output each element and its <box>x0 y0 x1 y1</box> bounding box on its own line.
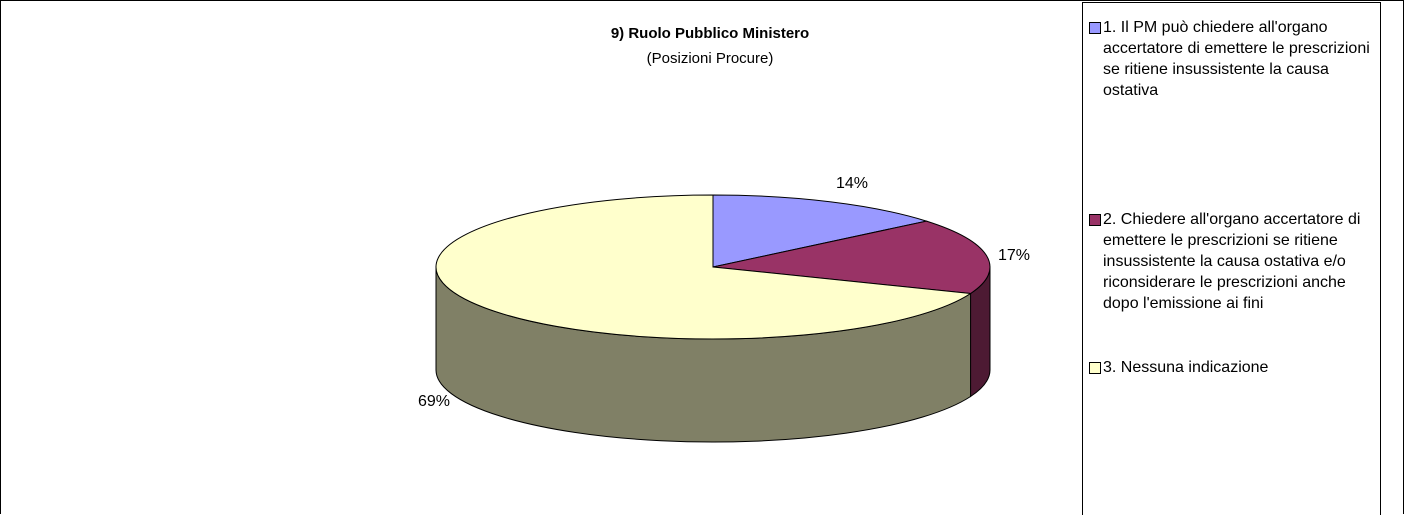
pie-slice-1 <box>712 194 929 268</box>
legend-swatch-2 <box>1089 214 1101 226</box>
legend-label-2: 2. Chiedere all'organo accertatore di em… <box>1103 211 1361 312</box>
legend-item-3: 3. Nessuna indicazione <box>1088 357 1378 378</box>
data-label-slice-2: 17% <box>998 247 1031 264</box>
legend-swatch-3 <box>1089 362 1101 374</box>
pie-slice-3 <box>435 194 973 340</box>
legend-item-1: 1. Il PM può chiedere all'organo accerta… <box>1088 17 1378 101</box>
legend-label-3: 3. Nessuna indicazione <box>1103 359 1269 376</box>
pie-sides <box>435 266 991 443</box>
data-label-slice-3: 69% <box>418 393 451 410</box>
legend-swatch-1 <box>1089 22 1101 34</box>
pie-tops <box>435 194 991 340</box>
chart-title: 9) Ruolo Pubblico Ministero <box>610 25 810 42</box>
pie-slice-2 <box>712 220 991 295</box>
chart-legend: 1. Il PM può chiedere all'organo accerta… <box>1082 2 1381 515</box>
chart-subtitle: (Posizioni Procure) <box>646 50 774 67</box>
data-label-slice-1: 14% <box>836 175 869 192</box>
legend-item-2: 2. Chiedere all'organo accertatore di em… <box>1088 209 1378 314</box>
legend-label-1: 1. Il PM può chiedere all'organo accerta… <box>1103 19 1370 99</box>
